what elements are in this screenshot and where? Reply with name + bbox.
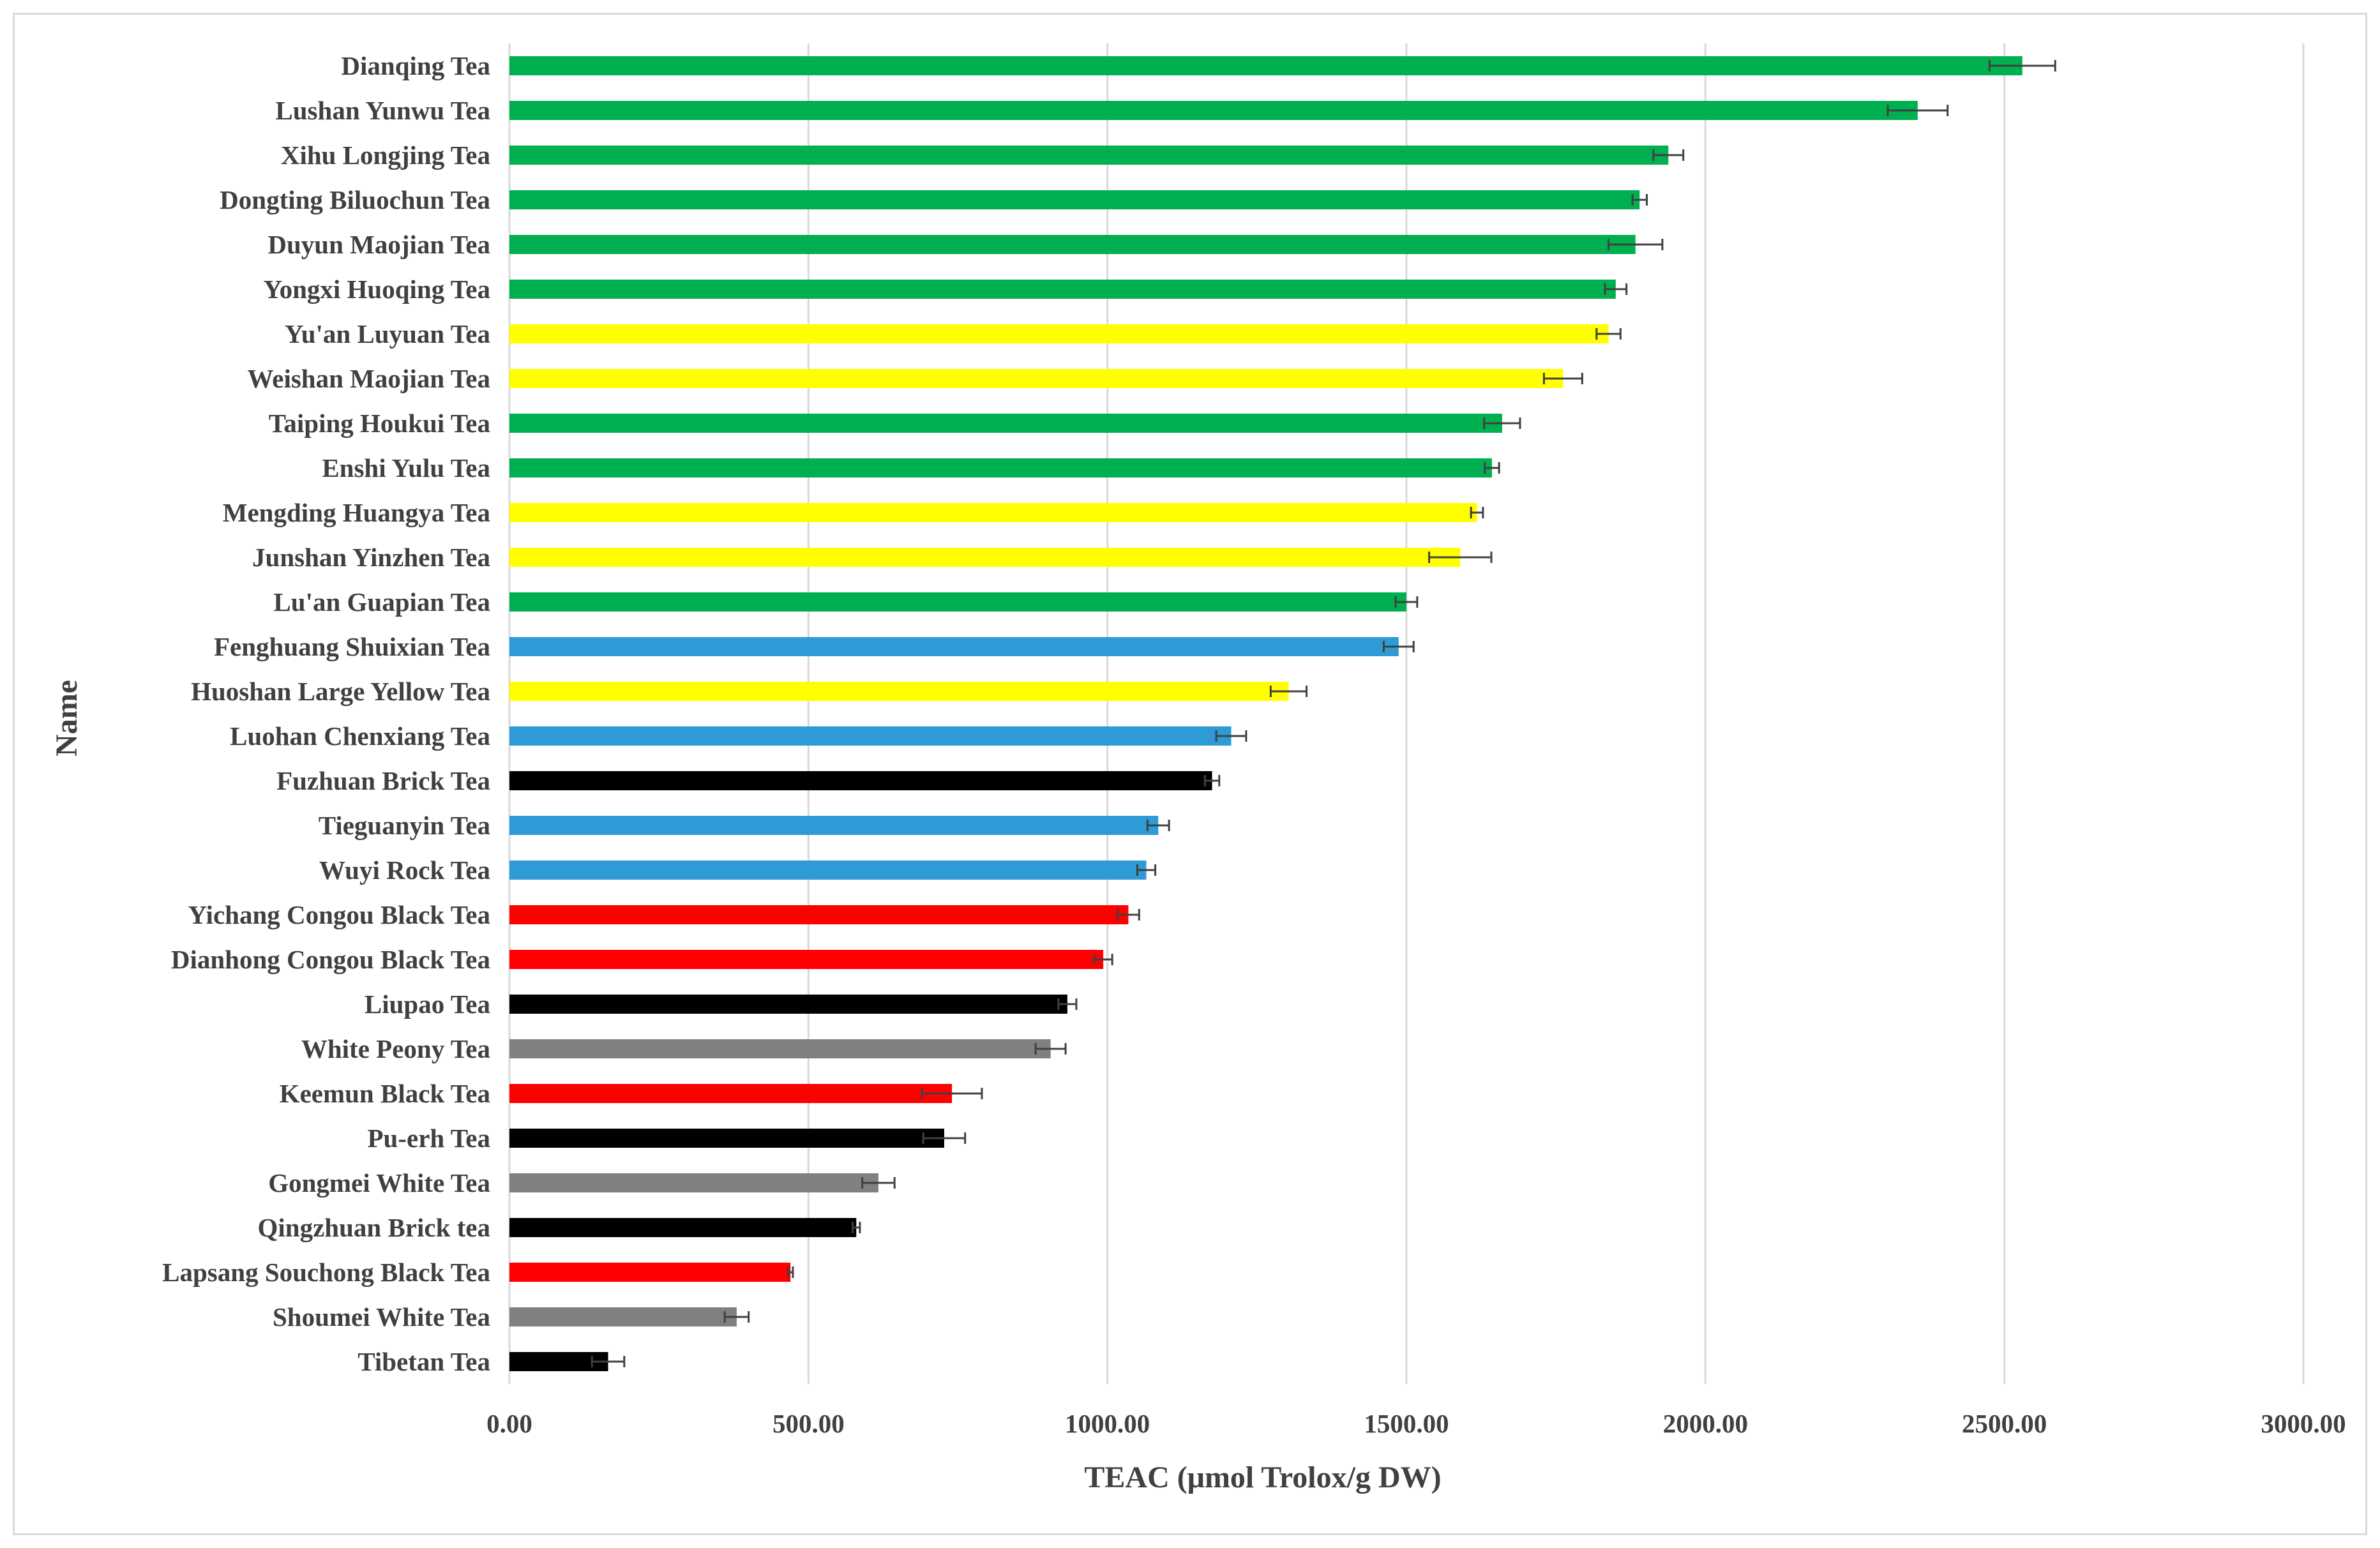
category-label: Lushan Yunwu Tea xyxy=(275,96,490,125)
error-bars xyxy=(591,60,2056,1367)
bar xyxy=(509,324,1609,343)
bar xyxy=(509,995,1067,1014)
category-label: Weishan Maojian Tea xyxy=(248,364,490,393)
category-label: Dongting Biluochun Tea xyxy=(220,185,490,214)
category-label: Dianqing Tea xyxy=(341,51,490,80)
bar xyxy=(509,503,1477,522)
bar xyxy=(509,235,1636,254)
bar xyxy=(509,190,1640,209)
gridlines xyxy=(508,43,2305,1384)
x-tick-label: 1000.00 xyxy=(1065,1409,1150,1438)
bar xyxy=(509,280,1616,299)
bar xyxy=(509,726,1231,746)
bar xyxy=(509,1218,857,1237)
x-tick-label: 1500.00 xyxy=(1364,1409,1449,1438)
bar xyxy=(509,950,1104,969)
bar xyxy=(509,146,1669,165)
bar xyxy=(509,1039,1051,1058)
category-labels: Dianqing Tea Lushan Yunwu Tea Xihu Longjin… xyxy=(162,51,490,1376)
category-label: Yongxi Huoqing Tea xyxy=(264,274,491,304)
bar xyxy=(509,414,1502,433)
category-label: Wuyi Rock Tea xyxy=(319,855,490,885)
x-tick-label: 2000.00 xyxy=(1663,1409,1748,1438)
bar xyxy=(509,771,1212,790)
bar xyxy=(509,905,1129,924)
bars xyxy=(509,56,2022,1371)
category-label: Qingzhuan Brick tea xyxy=(258,1213,490,1242)
category-label: Tieguanyin Tea xyxy=(319,811,490,840)
bar xyxy=(509,101,1918,120)
bar xyxy=(509,816,1159,835)
category-label: Fenghuang Shuixian Tea xyxy=(214,632,490,661)
bar xyxy=(509,682,1289,701)
category-label: Shoumei White Tea xyxy=(273,1302,490,1332)
bar xyxy=(509,548,1461,567)
bar xyxy=(509,1307,737,1326)
category-label: Liupao Tea xyxy=(365,989,490,1019)
category-label: Tibetan Tea xyxy=(358,1347,490,1376)
category-label: Mengding Huangya Tea xyxy=(223,498,490,527)
bar xyxy=(509,1084,953,1103)
bar xyxy=(509,1263,791,1282)
category-label: Gongmei White Tea xyxy=(268,1168,490,1198)
category-label: Lapsang Souchong Black Tea xyxy=(162,1258,490,1287)
x-tick-label: 3000.00 xyxy=(2261,1409,2346,1438)
category-label: Huoshan Large Yellow Tea xyxy=(191,677,490,706)
category-label: Fuzhuan Brick Tea xyxy=(276,766,490,795)
category-label: White Peony Tea xyxy=(301,1034,490,1063)
x-tick-label: 500.00 xyxy=(772,1409,845,1438)
category-label: Junshan Yinzhen Tea xyxy=(252,543,490,572)
category-label: Dianhong Congou Black Tea xyxy=(171,945,490,974)
category-label: Duyun Maojian Tea xyxy=(267,230,490,259)
x-axis-title: TEAC (μmol Trolox/g DW) xyxy=(1084,1461,1441,1494)
bar xyxy=(509,56,2022,75)
x-tick-label: 2500.00 xyxy=(1962,1409,2047,1438)
category-label: Luohan Chenxiang Tea xyxy=(230,721,490,751)
bar xyxy=(509,1173,878,1192)
category-label: Yu'an Luyuan Tea xyxy=(285,319,490,349)
bar xyxy=(509,458,1492,477)
x-tick-label: 0.00 xyxy=(486,1409,532,1438)
category-label: Taiping Houkui Tea xyxy=(269,409,490,438)
bar xyxy=(509,592,1406,612)
category-label: Xihu Longjing Tea xyxy=(281,140,490,170)
y-axis-title: Name xyxy=(50,680,84,756)
category-label: Lu'an Guapian Tea xyxy=(273,587,490,617)
category-label: Yichang Congou Black Tea xyxy=(188,900,490,929)
category-label: Enshi Yulu Tea xyxy=(322,453,490,483)
bar xyxy=(509,860,1147,880)
category-label: Keemun Black Tea xyxy=(280,1079,490,1108)
category-label: Pu-erh Tea xyxy=(368,1123,491,1153)
bar xyxy=(509,369,1563,388)
bar xyxy=(509,1129,944,1148)
x-tick-labels: 0.00 500.00 1000.00 1500.00 2000.00 2500.00 30… xyxy=(486,1409,2346,1438)
bar xyxy=(509,637,1399,656)
